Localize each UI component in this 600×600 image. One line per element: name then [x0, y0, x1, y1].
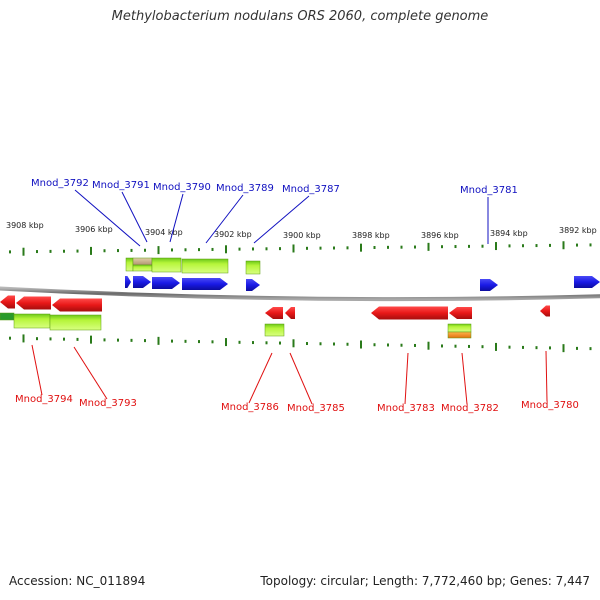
gene-arrow: [133, 276, 151, 288]
gene-leader-line: [404, 352, 409, 405]
gene-arrow: [540, 305, 550, 317]
genome-title: Methylobacterium nodulans ORS 2060, comp…: [111, 9, 489, 24]
gene-arrow: [16, 296, 51, 310]
gene-label-mnod-3793[interactable]: Mnod_3793: [79, 398, 137, 409]
feature-bar: [125, 257, 134, 272]
accession-text: Accession: NC_011894: [9, 574, 146, 588]
kbp-label: 3892 kbp: [559, 226, 597, 235]
gene-leader-line: [461, 352, 468, 405]
gene-arrow: [371, 306, 448, 320]
lower-tick-row: [9, 334, 592, 353]
kbp-label: 3898 kbp: [352, 231, 390, 240]
gene-arrow: [449, 307, 472, 319]
feature-bar: [132, 264, 153, 272]
kbp-label: 3902 kbp: [214, 230, 252, 239]
gene-label-mnod-3781[interactable]: Mnod_3781: [460, 185, 518, 196]
gene-label-mnod-3789[interactable]: Mnod_3789: [216, 183, 274, 194]
gene-label-mnod-3790[interactable]: Mnod_3790: [153, 182, 211, 193]
gene-arrow: [480, 279, 498, 291]
gene-label-mnod-3787[interactable]: Mnod_3787: [282, 184, 340, 195]
gene-leader-line: [289, 352, 313, 405]
feature-bar: [13, 313, 51, 329]
gene-arrow: [125, 276, 131, 288]
gene-track: [0, 276, 600, 320]
gene-leader-line: [253, 195, 310, 244]
genome-backbone: [0, 286, 600, 302]
gene-label-mnod-3782[interactable]: Mnod_3782: [441, 403, 499, 414]
gene-leader-line: [31, 344, 43, 396]
genome-summary-text: Topology: circular; Length: 7,772,460 bp…: [260, 574, 590, 588]
feature-bar: [245, 260, 261, 275]
kbp-scale: 3908 kbp 3906 kbp 3904 kbp 3902 kbp 3900 kbp…: [6, 221, 597, 240]
feature-bar: [447, 323, 472, 333]
gene-leader-line: [248, 352, 273, 404]
gene-leader-line: [121, 191, 148, 243]
feature-bar: [151, 257, 182, 273]
gene-label-mnod-3794[interactable]: Mnod_3794: [15, 394, 73, 405]
kbp-label: 3896 kbp: [421, 231, 459, 240]
gene-arrow: [574, 276, 600, 288]
gene-arrow: [246, 279, 260, 291]
feature-bar: [181, 258, 229, 274]
kbp-label: 3908 kbp: [6, 221, 44, 230]
gene-labels: Mnod_3792 Mnod_3791 Mnod_3790 Mnod_3789 Mnod…: [15, 178, 579, 414]
feature-bar: [49, 314, 102, 331]
gene-label-mnod-3786[interactable]: Mnod_3786: [221, 402, 279, 413]
gene-label-mnod-3792[interactable]: Mnod_3792: [31, 178, 89, 189]
feature-track: [0, 257, 472, 339]
gene-label-mnod-3791[interactable]: Mnod_3791: [92, 180, 150, 191]
feature-bar: [0, 312, 15, 321]
gene-leader-line: [74, 189, 141, 247]
kbp-label: 3904 kbp: [145, 228, 183, 237]
kbp-label: 3906 kbp: [75, 225, 113, 234]
feature-bar: [447, 331, 472, 339]
upper-tick-row: [9, 241, 592, 256]
gene-arrow: [285, 307, 295, 319]
gene-label-mnod-3783[interactable]: Mnod_3783: [377, 403, 435, 414]
kbp-label: 3900 kbp: [283, 231, 321, 240]
gene-arrow: [182, 278, 228, 290]
gene-label-mnod-3785[interactable]: Mnod_3785: [287, 403, 345, 414]
gene-label-mnod-3780[interactable]: Mnod_3780: [521, 400, 579, 411]
gene-leader-line: [73, 346, 108, 400]
gene-arrow: [152, 277, 180, 289]
feature-bar: [264, 323, 285, 337]
gene-leader-line: [545, 350, 548, 402]
feature-bar: [132, 257, 153, 266]
gene-leader-line: [169, 193, 184, 243]
gene-leader-line: [205, 194, 244, 244]
gene-arrow: [52, 298, 102, 312]
gene-arrow: [265, 307, 283, 319]
kbp-label: 3894 kbp: [490, 229, 528, 238]
label-leader-lines: [31, 189, 548, 405]
gene-arrow: [0, 295, 15, 309]
